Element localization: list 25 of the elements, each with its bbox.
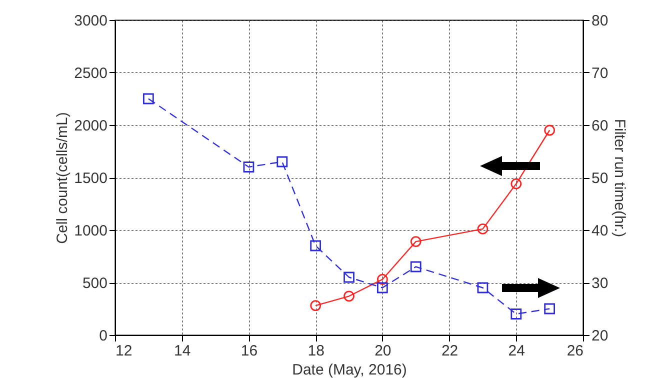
y2-tick-label: 60 — [592, 118, 608, 134]
y2-tick-label: 70 — [592, 65, 608, 82]
x-axis-title: Date (May, 2016) — [292, 362, 407, 378]
y2-tick-label: 80 — [592, 12, 608, 30]
x-tick-label: 22 — [441, 342, 458, 360]
x-tick-label: 26 — [566, 342, 584, 360]
y-tick-label: 1000 — [74, 222, 108, 240]
y-axis-title: Cell count(cells/mL) — [54, 112, 72, 244]
y-tick-label: 2500 — [74, 65, 108, 82]
y2-tick-label: 40 — [592, 222, 608, 240]
x-tick-label: 24 — [508, 342, 525, 360]
y2-tick-label: 30 — [592, 275, 608, 292]
x-tick-label: 18 — [308, 342, 324, 360]
x-tick-label: 16 — [240, 342, 258, 360]
y2-axis-title: Filter run time(hr.) — [611, 118, 628, 238]
y-tick-label: 0 — [99, 328, 108, 344]
y-tick-label: 1500 — [74, 170, 108, 187]
x-tick-label: 20 — [374, 342, 392, 360]
y-tick-label: 500 — [82, 275, 108, 292]
x-tick-label: 14 — [174, 342, 191, 360]
y-tick-label: 2000 — [74, 118, 108, 134]
y2-tick-label: 50 — [592, 170, 608, 187]
x-tick-label: 12 — [116, 342, 132, 360]
y2-tick-label: 20 — [592, 328, 608, 344]
y-tick-label: 3000 — [74, 12, 108, 30]
